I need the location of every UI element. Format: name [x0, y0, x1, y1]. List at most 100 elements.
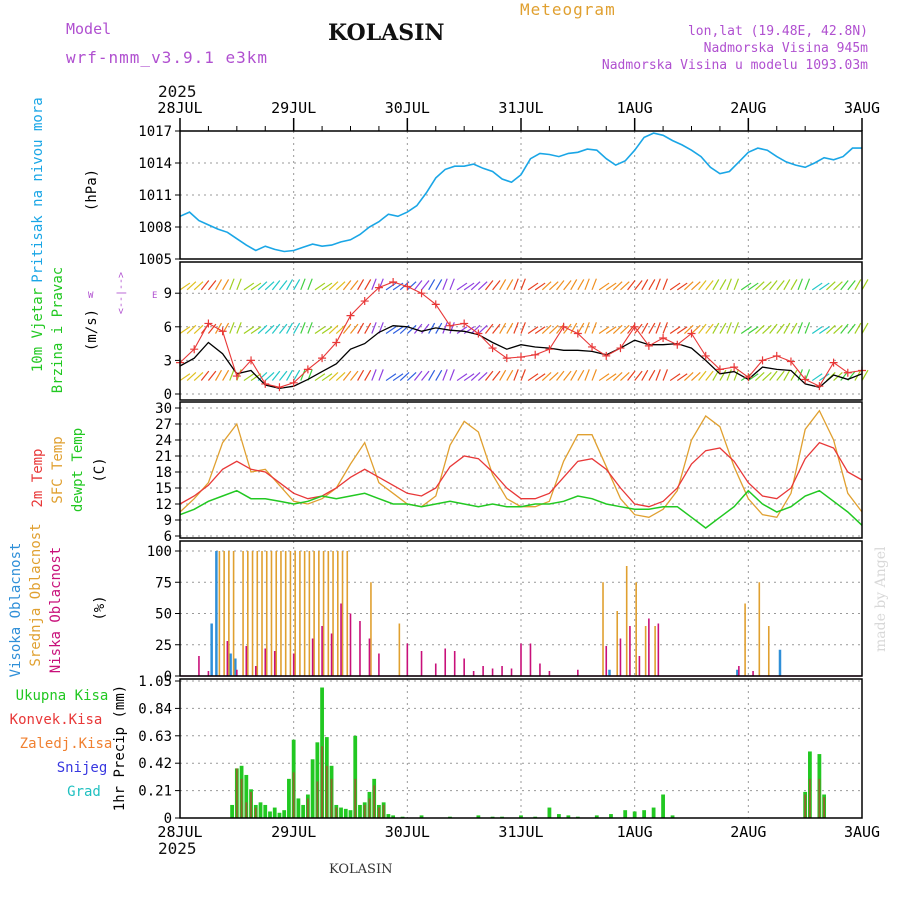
wind-barb	[762, 324, 772, 334]
precip-total-bar	[230, 804, 234, 818]
elevation-label: Nadmorska Visina 945m	[703, 41, 868, 56]
wind-gust-marker	[360, 297, 369, 306]
wind-gust-marker	[431, 300, 440, 309]
precip-legend-item: Ukupna Kisa	[16, 688, 109, 704]
wind-barb	[350, 280, 359, 291]
wind-barb	[271, 323, 281, 334]
wind-barb	[293, 322, 301, 334]
wind-gust-marker	[786, 357, 795, 366]
y-tick-label: 0.63	[138, 729, 172, 745]
panel-frame	[179, 261, 863, 401]
wind-barb	[819, 282, 830, 291]
wind-barb	[215, 369, 223, 381]
wind-barb	[300, 369, 306, 381]
wind-barb	[442, 322, 448, 334]
wind-barb	[243, 326, 255, 335]
wind-barb	[620, 324, 630, 334]
precip-total-bar	[419, 815, 424, 818]
precip-total-bar	[386, 814, 391, 818]
wind-barb	[541, 371, 552, 381]
wind-barb	[634, 323, 643, 334]
wind-barb	[698, 280, 707, 291]
wind-barb	[350, 323, 359, 334]
wind-gust-marker	[275, 383, 284, 392]
sfc-temp-title: SFC Temp	[50, 436, 66, 503]
wind-barb	[627, 323, 636, 334]
wind-barb	[655, 369, 661, 381]
wind-barb	[605, 282, 617, 291]
wind-barb	[669, 373, 681, 382]
year-top: 2025	[158, 82, 197, 101]
y-tick-label: 75	[155, 575, 172, 591]
wind-barb	[278, 323, 288, 334]
wind-barb	[740, 326, 752, 335]
wind-barb	[840, 323, 849, 334]
precip-total-bar	[339, 807, 343, 818]
wind-gust-marker	[303, 365, 312, 374]
wind-barb	[392, 373, 404, 382]
wind-barb	[790, 279, 798, 291]
wind-barb	[371, 278, 377, 291]
panel-frame	[179, 678, 863, 819]
wind-gust-marker	[204, 319, 213, 328]
wind-barb	[314, 326, 326, 335]
precip-conv-bar	[382, 804, 385, 818]
wind-barb	[570, 322, 578, 334]
wind-barb	[676, 282, 688, 291]
wind-gust-marker	[573, 329, 582, 338]
cloud-high-title: Visoka Oblacnost	[8, 543, 24, 678]
precip-conv-bar	[235, 768, 238, 818]
wind-barb	[520, 322, 526, 334]
wind-barb	[662, 278, 668, 291]
wind-gust-marker	[531, 350, 540, 359]
y-tick-label: 9	[164, 513, 172, 529]
precip-legend-item: Zaledj.Kisa	[20, 736, 113, 752]
wind-barb	[328, 371, 339, 381]
wind-barb	[193, 324, 204, 334]
wind-barb	[300, 278, 306, 291]
wind-barb	[385, 373, 397, 382]
wind-barb	[847, 323, 856, 334]
wind-barb	[676, 326, 688, 335]
wind-barb	[541, 281, 552, 291]
wind-barb	[250, 282, 262, 291]
precip-total-bar	[547, 807, 552, 818]
wind-barb	[598, 282, 610, 291]
x-tick-label-bottom: 29JUL	[271, 823, 316, 841]
wind-gust-marker	[445, 321, 454, 330]
wind-barb	[769, 323, 778, 334]
wind-gust-marker	[673, 340, 682, 349]
y-tick-label: 18	[155, 465, 172, 481]
footer-station: KOLASIN	[329, 862, 393, 877]
precip-conv-bar	[363, 804, 366, 818]
precip-conv-bar	[373, 785, 376, 818]
wind-gust-marker	[346, 311, 355, 320]
y-tick-label: 1014	[138, 156, 172, 172]
wind-gust-marker	[488, 344, 497, 353]
wind-barb	[691, 281, 701, 291]
wind-barb	[186, 324, 197, 334]
wind-gust-marker	[758, 356, 767, 365]
pressure-title: Pritisak na nivou mora	[30, 97, 46, 282]
wind-barb	[406, 281, 417, 291]
wind-barb	[570, 369, 578, 381]
wind-barb	[492, 323, 501, 334]
wind-barb	[833, 324, 843, 334]
wind-gust-marker	[517, 353, 525, 362]
precip-conv-bar	[240, 778, 243, 818]
wind-barb	[236, 278, 242, 291]
wind-barb	[485, 370, 494, 381]
dewpt-temp-line	[179, 489, 863, 529]
wind-barb	[449, 322, 455, 334]
wind-barb	[399, 371, 410, 381]
wind-barb	[492, 370, 501, 381]
wind-barb	[456, 282, 468, 291]
precip-conv-bar	[330, 778, 333, 818]
wind-barb	[350, 370, 359, 381]
year-bottom: 2025	[158, 839, 197, 858]
wind-barb	[442, 369, 448, 381]
precip-total-bar	[310, 759, 315, 818]
wind-barb	[371, 322, 377, 334]
wind-barb	[747, 373, 759, 382]
